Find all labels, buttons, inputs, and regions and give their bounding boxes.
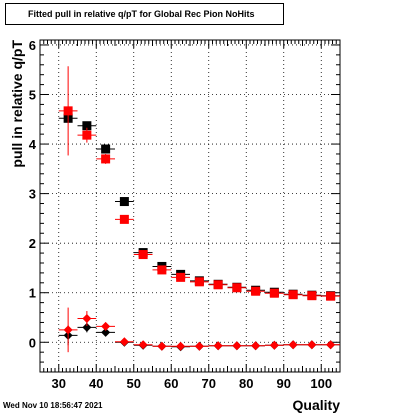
data-point-diamond: [101, 321, 111, 331]
data-point-diamond: [82, 313, 92, 323]
y-tick-label: 2: [29, 236, 36, 251]
data-point-diamond: [176, 341, 186, 351]
data-point-diamond: [63, 325, 73, 335]
x-tick-label: 70: [202, 376, 216, 391]
data-point-square: [82, 121, 92, 131]
data-point-square: [138, 250, 148, 260]
data-point-diamond: [326, 340, 336, 350]
y-tick-label: 1: [29, 286, 36, 301]
y-tick-label: 6: [29, 38, 36, 53]
data-point-diamond: [307, 340, 317, 350]
data-point-square: [101, 144, 111, 154]
data-point-square: [326, 291, 336, 301]
data-point-diamond: [251, 341, 261, 351]
data-point-square: [232, 283, 242, 293]
data-point-diamond: [119, 337, 129, 347]
data-point-diamond: [101, 327, 111, 337]
x-tick-label: 60: [164, 376, 178, 391]
data-point-square: [194, 277, 204, 287]
data-point-square: [251, 286, 261, 296]
data-point-square: [157, 265, 167, 275]
y-axis-label: pull in relative q/pT: [9, 40, 25, 168]
x-tick-label: 100: [310, 376, 332, 391]
x-axis-label: Quality: [293, 397, 341, 413]
x-tick-label: 40: [89, 376, 103, 391]
data-point-diamond: [288, 340, 298, 350]
x-tick-label: 80: [239, 376, 253, 391]
data-point-diamond: [138, 340, 148, 350]
chart-title: Fitted pull in relative q/pT for Global …: [5, 3, 284, 25]
data-point-diamond: [194, 341, 204, 351]
data-point-square: [269, 288, 279, 298]
y-tick-label: 3: [29, 187, 36, 202]
data-point-diamond: [82, 322, 92, 332]
data-point-square: [213, 280, 223, 290]
y-tick-label: 5: [29, 88, 36, 103]
x-tick-label: 30: [52, 376, 66, 391]
data-point-square: [119, 197, 129, 207]
x-tick-label: 50: [127, 376, 141, 391]
data-point-square: [307, 291, 317, 301]
data-point-square: [288, 290, 298, 300]
y-tick-label: 0: [29, 335, 36, 350]
data-point-square: [82, 130, 92, 140]
data-point-square: [119, 214, 129, 224]
timestamp: Wed Nov 10 18:56:47 2021: [3, 401, 103, 410]
data-point-square: [176, 272, 186, 282]
data-point-diamond: [269, 340, 279, 350]
data-point-square: [63, 106, 73, 116]
plot-frame: [39, 39, 341, 373]
y-tick-label: 4: [29, 137, 37, 152]
data-point-diamond: [232, 341, 242, 351]
x-tick-label: 90: [277, 376, 291, 391]
data-point-diamond: [157, 341, 167, 351]
data-point-diamond: [213, 341, 223, 351]
data-point-square: [101, 154, 111, 164]
